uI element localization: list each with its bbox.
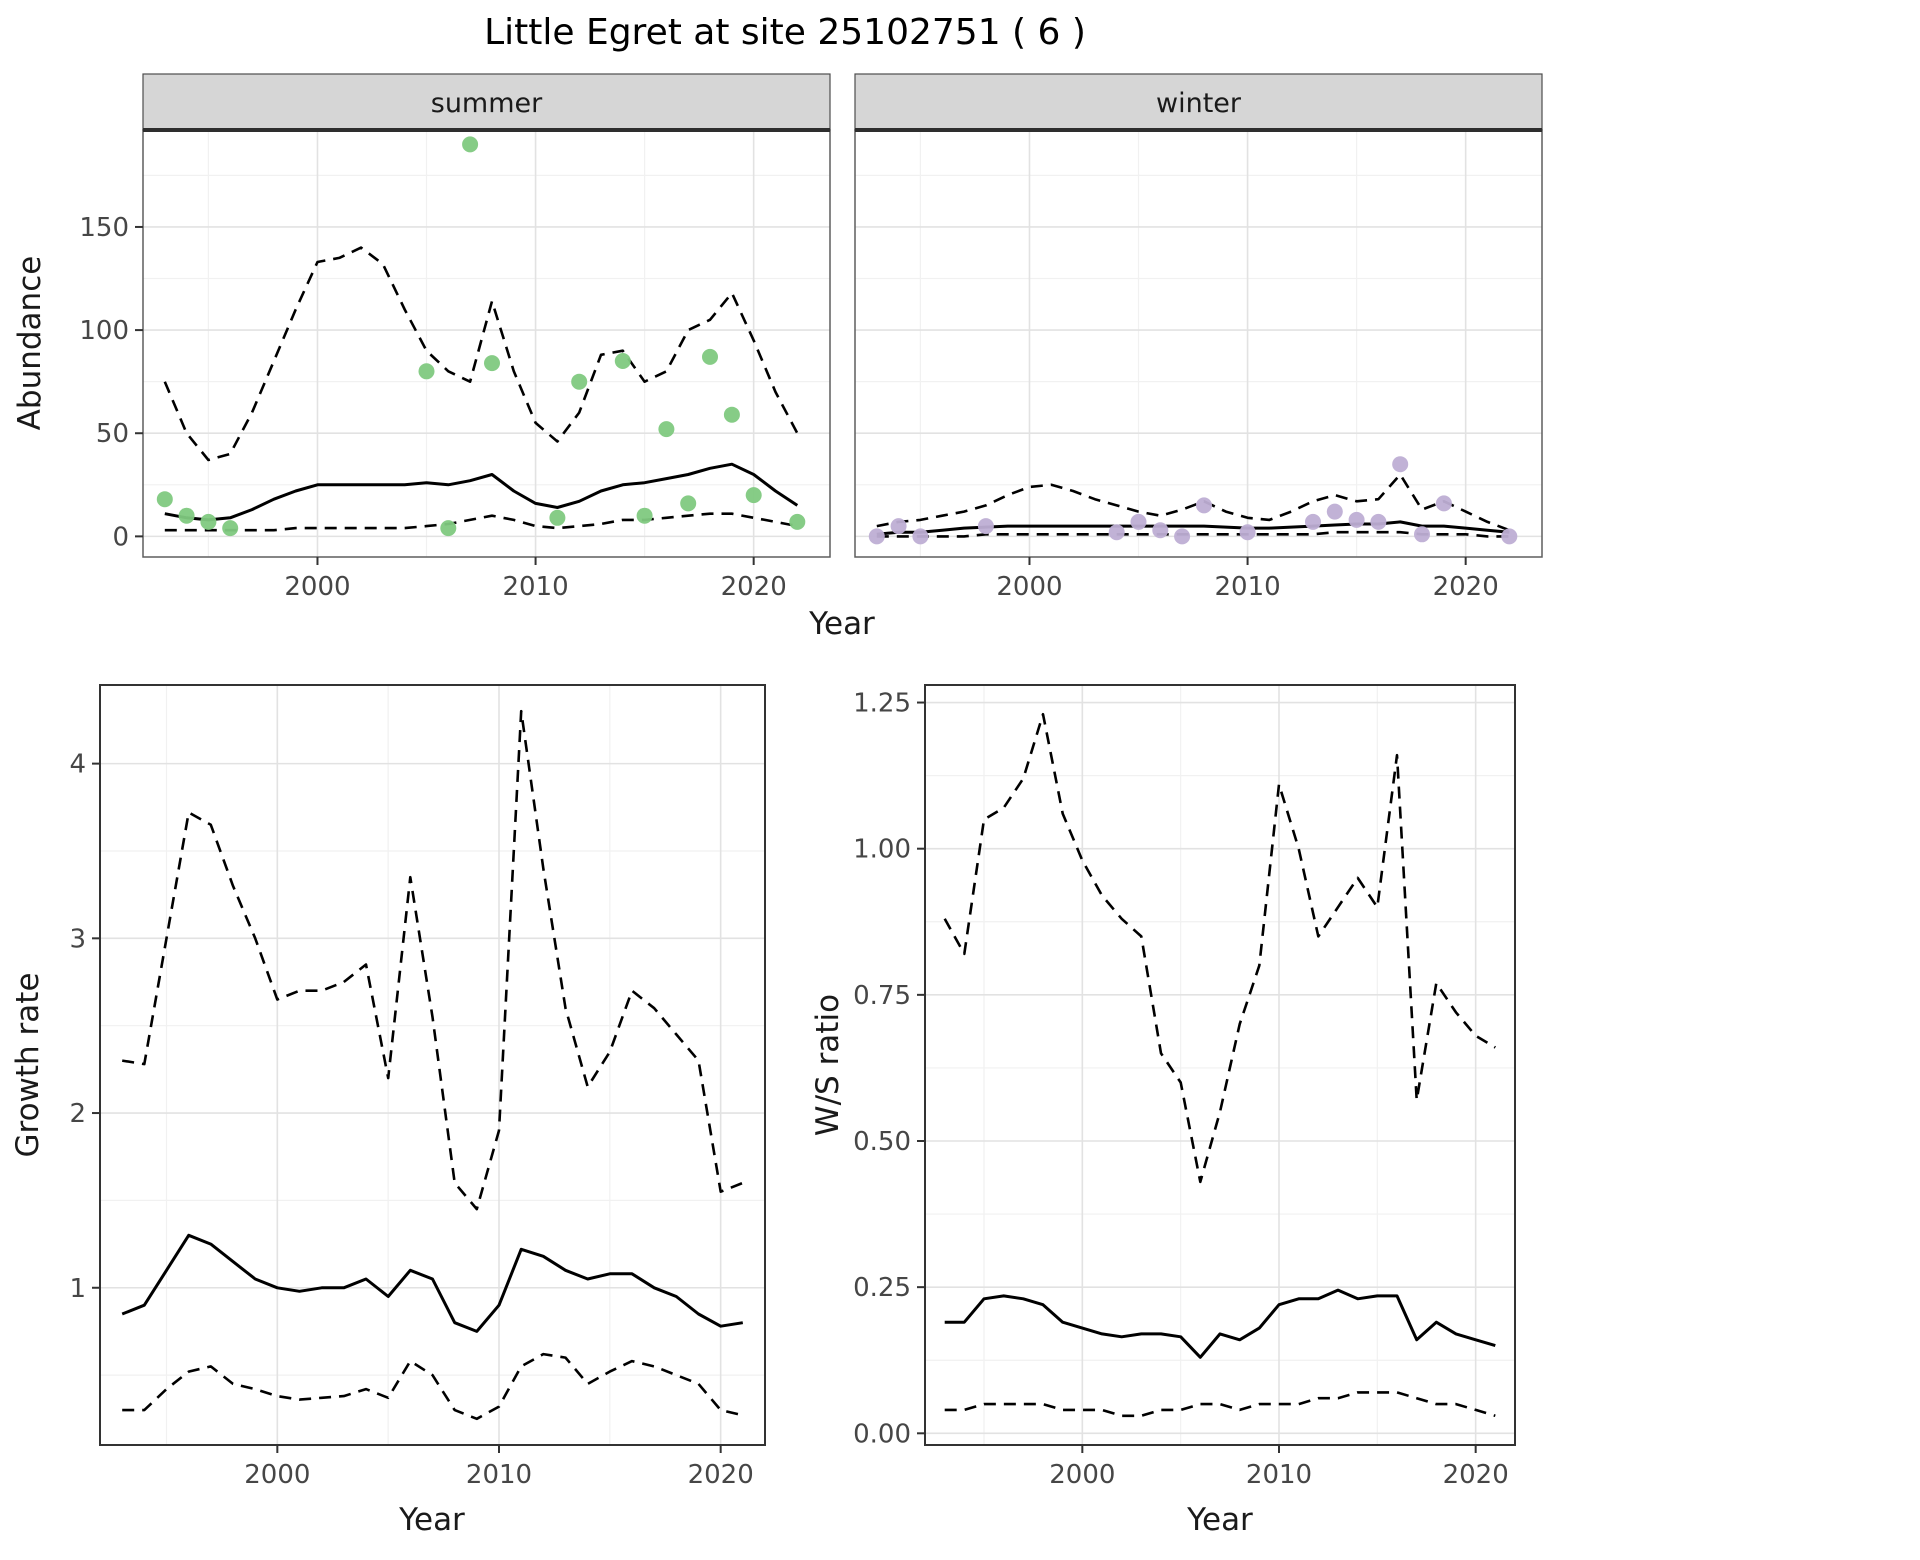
x-axis-label: Year — [398, 1502, 465, 1538]
lower_ci-line — [122, 1352, 744, 1421]
data-point — [1370, 513, 1387, 530]
panel-border — [99, 684, 766, 1446]
data-point — [658, 421, 675, 438]
data-point — [1348, 511, 1365, 528]
data-point — [1414, 526, 1430, 543]
y-axis-label: Abundance — [12, 256, 48, 431]
data-point — [1130, 513, 1147, 530]
chart-abundance-summer: summer 2000 2010 2020 0 50 100 150 Abundance Year — [12, 73, 875, 642]
x-tick-label: 2020 — [1443, 1460, 1509, 1490]
data-point — [745, 487, 762, 504]
x-tick-label: 2000 — [284, 572, 350, 602]
panel-border — [924, 684, 1516, 1446]
data-point — [440, 520, 457, 537]
data-point — [1392, 456, 1409, 473]
x-tick-label: 2010 — [502, 572, 568, 602]
data-point — [418, 363, 435, 380]
x-tick-label: 2010 — [1214, 572, 1280, 602]
fit-line — [121, 1233, 744, 1333]
y-tick-label: 1.00 — [853, 835, 911, 865]
x-axis-label: Year — [1186, 1502, 1253, 1538]
data-point — [222, 520, 239, 537]
x-tick-label: 2000 — [244, 1460, 310, 1490]
data-point — [156, 491, 173, 508]
upper_ci-line — [876, 473, 1510, 532]
data-point — [200, 513, 217, 530]
y-tick-label: 2 — [69, 1099, 86, 1129]
data-point — [868, 528, 885, 545]
y-tick-label: 0.75 — [853, 981, 911, 1011]
y-tick-label: 3 — [69, 924, 86, 954]
y-tick-label: 150 — [79, 213, 129, 243]
fit-line — [944, 1288, 1496, 1359]
x-tick-label: 2020 — [721, 572, 787, 602]
chart-growth-rate: 2000 2010 2020 1 2 3 4 Growth rate Year — [10, 684, 766, 1538]
data-point — [1196, 497, 1212, 514]
lower_ci-line — [876, 530, 1510, 538]
chart-ws-ratio: 2000 2010 2020 0.00 0.25 0.50 0.75 1.00 1.25 W/S … — [810, 684, 1516, 1538]
data-point — [977, 518, 994, 535]
upper_ci-line — [121, 709, 744, 1211]
y-tick-label: 1.25 — [853, 689, 911, 719]
y-tick-label: 4 — [69, 750, 86, 780]
data-point — [789, 513, 806, 530]
lower_ci-line — [164, 512, 798, 532]
x-tick-label: 2010 — [466, 1460, 532, 1490]
upper_ci-line — [943, 712, 1496, 1184]
data-point — [571, 373, 588, 390]
lower_ci-line — [944, 1391, 1496, 1418]
facet-strip-label: summer — [431, 88, 543, 119]
data-point — [702, 348, 718, 365]
data-point — [1435, 495, 1452, 512]
y-tick-label: 0.00 — [853, 1419, 911, 1449]
data-point — [462, 136, 479, 153]
y-axis-label: Growth rate — [10, 972, 46, 1157]
x-tick-label: 2020 — [688, 1460, 754, 1490]
data-point — [680, 495, 697, 512]
y-axis-label: W/S ratio — [810, 994, 846, 1136]
data-point — [890, 518, 907, 535]
upper_ci-line — [163, 246, 799, 462]
data-point — [1501, 528, 1518, 545]
data-point — [614, 353, 631, 369]
y-tick-label: 0.50 — [853, 1127, 911, 1157]
y-tick-label: 1 — [69, 1274, 86, 1304]
plot-panel — [143, 130, 830, 557]
data-point — [1108, 524, 1125, 541]
x-tick-label: 2000 — [996, 572, 1062, 602]
data-point — [1152, 522, 1169, 539]
data-point — [1174, 528, 1191, 545]
data-point — [178, 507, 195, 524]
x-tick-label: 2010 — [1246, 1460, 1312, 1490]
facet-strip-label: winter — [1156, 88, 1242, 119]
data-point — [484, 355, 500, 372]
x-tick-label: 2020 — [1433, 572, 1499, 602]
data-point — [1305, 513, 1321, 530]
y-tick-label: 50 — [96, 419, 129, 449]
data-point — [1239, 524, 1256, 541]
plot-panel — [100, 685, 765, 1445]
chart-title: Little Egret at site 25102751 ( 6 ) — [484, 12, 1086, 53]
chart-abundance-winter: winter 2000 2010 2020 — [854, 73, 1543, 602]
y-tick-label: 0 — [112, 522, 129, 552]
fit-line — [164, 462, 799, 522]
x-tick-label: 2000 — [1049, 1460, 1115, 1490]
plot-panel — [855, 130, 1542, 557]
data-point — [723, 406, 740, 423]
y-tick-label: 0.25 — [853, 1273, 911, 1303]
data-point — [636, 507, 653, 524]
plot-panel — [925, 685, 1515, 1445]
data-point — [912, 528, 929, 545]
data-point — [549, 509, 566, 526]
x-axis-label: Year — [808, 606, 875, 642]
data-point — [1326, 503, 1343, 520]
facet-strip — [142, 73, 831, 131]
facet-strip — [854, 73, 1543, 131]
y-tick-label: 100 — [79, 316, 129, 346]
